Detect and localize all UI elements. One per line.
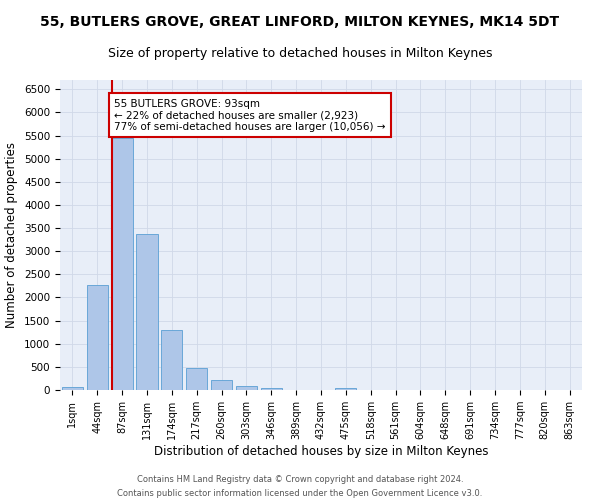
Bar	[261, 388, 282, 390]
Text: Size of property relative to detached houses in Milton Keynes: Size of property relative to detached ho…	[108, 48, 492, 60]
Bar	[236, 386, 257, 390]
Bar	[112, 138, 133, 390]
Text: Contains HM Land Registry data © Crown copyright and database right 2024.
Contai: Contains HM Land Registry data © Crown c…	[118, 476, 482, 498]
Bar	[186, 368, 207, 390]
Bar	[136, 234, 158, 390]
Bar	[87, 284, 108, 390]
Bar	[62, 387, 83, 390]
Y-axis label: Number of detached properties: Number of detached properties	[5, 142, 19, 328]
Text: 55, BUTLERS GROVE, GREAT LINFORD, MILTON KEYNES, MK14 5DT: 55, BUTLERS GROVE, GREAT LINFORD, MILTON…	[40, 15, 560, 29]
Text: 55 BUTLERS GROVE: 93sqm
← 22% of detached houses are smaller (2,923)
77% of semi: 55 BUTLERS GROVE: 93sqm ← 22% of detache…	[114, 98, 386, 132]
X-axis label: Distribution of detached houses by size in Milton Keynes: Distribution of detached houses by size …	[154, 445, 488, 458]
Bar	[211, 380, 232, 390]
Bar	[335, 388, 356, 390]
Bar	[161, 330, 182, 390]
